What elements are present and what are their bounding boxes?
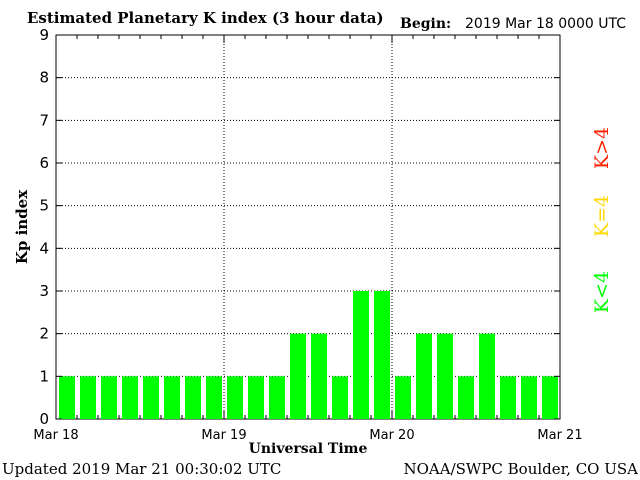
kp-bar	[458, 376, 474, 419]
kp-bar	[269, 376, 285, 419]
y-tick-label: 6	[39, 154, 49, 172]
x-tick-label: Mar 18	[33, 428, 78, 443]
kp-bar	[479, 333, 495, 419]
kp-bar	[311, 333, 327, 419]
begin-value: 2019 Mar 18 0000 UTC	[465, 16, 626, 32]
kp-bar	[143, 376, 159, 419]
kp-bar	[185, 376, 201, 419]
kp-bar	[101, 376, 117, 419]
y-axis-label: Kp index	[13, 189, 31, 264]
bars-layer	[59, 291, 558, 419]
kp-bar	[290, 333, 306, 419]
kp-bar	[521, 376, 537, 419]
updated-timestamp: Updated 2019 Mar 21 00:30:02 UTC	[2, 460, 281, 478]
y-tick-label: 8	[39, 69, 49, 87]
x-tick-label: Mar 20	[369, 428, 414, 443]
kp-bar	[206, 376, 222, 419]
kp-bar	[374, 291, 390, 419]
x-axis-label: Universal Time	[249, 441, 368, 457]
chart-title: Estimated Planetary K index (3 hour data…	[27, 9, 384, 27]
kp-bar	[332, 376, 348, 419]
kp-bar	[80, 376, 96, 419]
legend-k-equal-4: K=4	[591, 195, 613, 237]
x-tick-label: Mar 19	[201, 428, 246, 443]
y-ticks: 0 1 2 3 4 5 6 7 8 9	[39, 26, 560, 428]
kp-bar	[164, 376, 180, 419]
y-tick-label: 5	[39, 197, 49, 215]
kp-bar	[248, 376, 264, 419]
source-credit: NOAA/SWPC Boulder, CO USA	[403, 460, 638, 478]
kp-bar	[437, 333, 453, 419]
y-tick-label: 1	[39, 367, 49, 385]
kp-bar	[122, 376, 138, 419]
x-tick-label: Mar 21	[537, 428, 582, 443]
y-tick-label: 2	[39, 325, 49, 343]
y-tick-label: 7	[39, 111, 49, 129]
kp-bar	[59, 376, 75, 419]
grid-layer	[56, 35, 560, 419]
y-tick-label: 3	[39, 282, 49, 300]
kp-bar	[500, 376, 516, 419]
kp-bar	[353, 291, 369, 419]
legend-k-greater-4: K>4	[591, 127, 613, 169]
kp-bar	[542, 376, 558, 419]
y-tick-label: 9	[39, 26, 49, 44]
begin-label: Begin:	[400, 16, 451, 32]
kp-bar	[416, 333, 432, 419]
x-ticks: Mar 18 Mar 19 Mar 20 Mar 21	[33, 35, 583, 443]
y-tick-label: 0	[39, 410, 49, 428]
legend-k-less-4: K<4	[591, 271, 613, 313]
kp-bar	[395, 376, 411, 419]
kp-bar	[227, 376, 243, 419]
y-tick-label: 4	[39, 239, 49, 257]
